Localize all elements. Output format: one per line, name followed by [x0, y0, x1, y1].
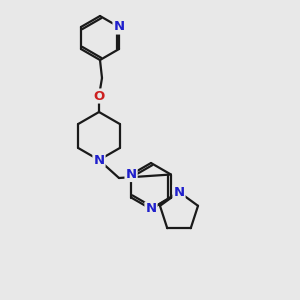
Text: O: O — [93, 89, 105, 103]
Text: N: N — [146, 202, 157, 215]
Text: N: N — [113, 20, 124, 34]
Text: N: N — [125, 168, 136, 181]
Text: N: N — [93, 154, 105, 166]
Text: N: N — [173, 185, 184, 199]
